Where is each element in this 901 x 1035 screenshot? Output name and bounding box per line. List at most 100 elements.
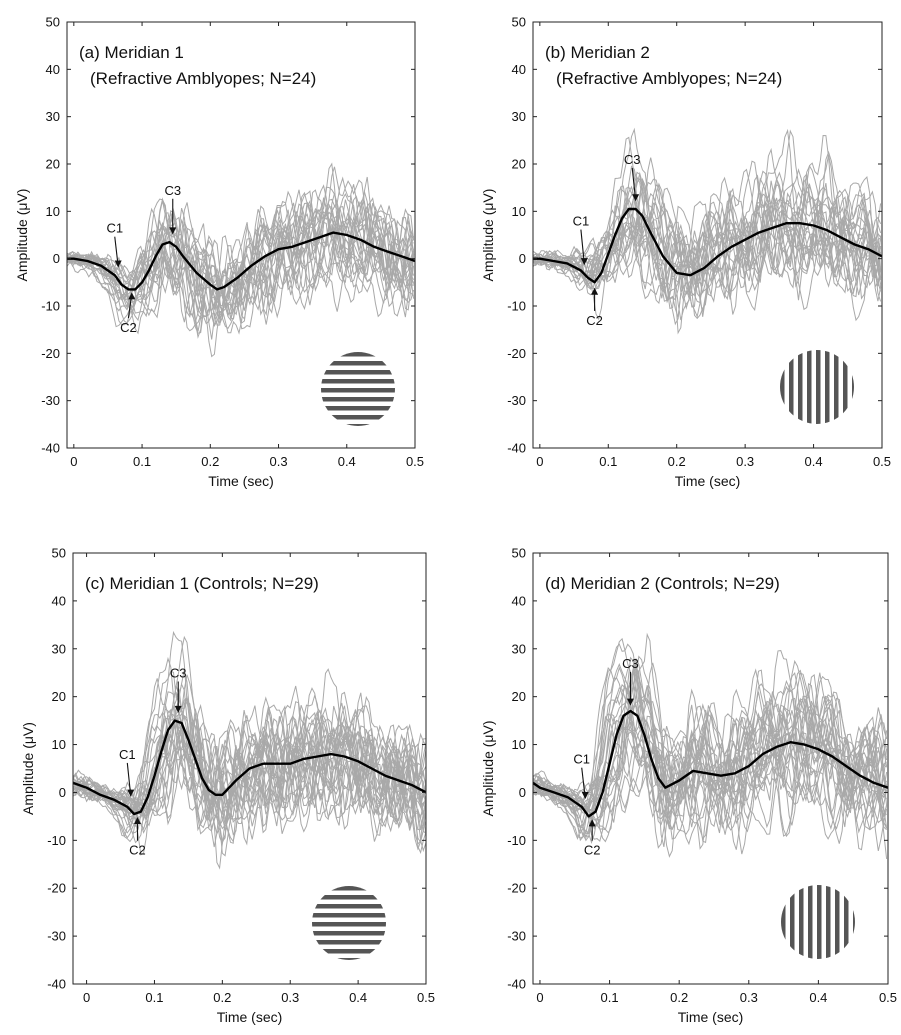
individual-traces	[67, 162, 415, 358]
y-tick-label: 10	[512, 204, 526, 219]
panel-title-line: (a) Meridian 1	[79, 43, 184, 62]
y-tick-label: 50	[512, 15, 526, 30]
chart-panel-a: 0 0.1 0.2 0.3 0.4 0.5 -40 -30 -20 -10 0 10 20 30 40 50 T…	[0, 0, 450, 515]
vertical-grating-icon	[780, 350, 854, 424]
individual-trace	[73, 670, 426, 839]
component-label-c3: C3	[624, 152, 641, 167]
y-tick-label: 50	[46, 15, 60, 30]
x-tick-label: 0.3	[740, 990, 758, 1005]
component-label-c2: C2	[120, 320, 137, 335]
chart-b: 0 0.1 0.2 0.3 0.4 0.5 -40 -30 -20 -10 0 10 20 30 40 50 T…	[480, 15, 891, 490]
y-tick-label: 20	[52, 689, 66, 704]
y-tick-label: 0	[519, 251, 526, 266]
y-tick-label: 30	[512, 641, 526, 656]
x-tick-label: 0.1	[145, 990, 163, 1005]
x-tick-label: 0.4	[338, 454, 356, 469]
chart-panel-c: 0 0.1 0.2 0.3 0.4 0.5 -40 -30 -20 -10 0 10 20 30 40 50 T…	[0, 515, 450, 1030]
y-tick-label: 20	[512, 689, 526, 704]
y-tick-label: -10	[47, 833, 66, 848]
x-axis-label: Time (sec)	[675, 473, 741, 489]
y-axis-label: Amplitude (μV)	[20, 722, 36, 815]
axes-box	[532, 21, 883, 449]
panel-title-line: (d) Meridian 2 (Controls; N=29)	[545, 574, 780, 593]
individual-trace	[533, 147, 882, 326]
y-tick-label: -30	[41, 393, 60, 408]
component-arrowhead	[169, 227, 177, 235]
x-axis-label: Time (sec)	[678, 1009, 744, 1025]
individual-trace	[533, 204, 882, 321]
x-tick-label: 0.3	[736, 454, 754, 469]
y-tick-label: 0	[53, 251, 60, 266]
x-tick-label: 0.5	[873, 454, 891, 469]
panel-title-line: (Refractive Amblyopes; N=24)	[90, 69, 316, 88]
panel-title-line: (b) Meridian 2	[545, 43, 650, 62]
y-tick-label: 40	[46, 62, 60, 77]
individual-trace	[533, 667, 888, 819]
individual-trace	[533, 672, 888, 829]
individual-trace	[533, 643, 888, 840]
component-label-c1: C1	[119, 747, 136, 762]
panel-title-line: (c) Meridian 1 (Controls; N=29)	[85, 574, 319, 593]
individual-trace	[533, 209, 882, 315]
y-tick-label: -10	[41, 299, 60, 314]
x-tick-label: 0.3	[281, 990, 299, 1005]
individual-trace	[533, 662, 887, 813]
x-tick-label: 0.5	[406, 454, 424, 469]
x-tick-label: 0.2	[201, 454, 219, 469]
component-arrowhead	[174, 705, 182, 713]
y-tick-label: 0	[59, 785, 66, 800]
x-axis-label: Time (sec)	[217, 1009, 283, 1025]
y-tick-label: 30	[46, 109, 60, 124]
x-tick-label: 0.2	[668, 454, 686, 469]
individual-trace	[73, 705, 426, 822]
x-tick-label: 0.1	[133, 454, 151, 469]
individual-trace	[533, 662, 888, 825]
individual-trace	[533, 215, 882, 302]
component-label-c1: C1	[573, 214, 590, 229]
component-label-c1: C1	[106, 221, 123, 236]
x-tick-label: 0.2	[670, 990, 688, 1005]
component-arrowhead	[626, 698, 634, 706]
component-arrowhead	[588, 819, 596, 827]
y-tick-label: -20	[47, 881, 66, 896]
y-tick-label: 50	[52, 546, 66, 561]
component-label-c1: C1	[573, 752, 590, 767]
component-label-c3: C3	[170, 666, 187, 681]
y-tick-label: -30	[507, 929, 526, 944]
individual-traces	[533, 632, 888, 859]
y-tick-label: -40	[507, 977, 526, 992]
chart-panel-d: 0 0.1 0.2 0.3 0.4 0.5 -40 -30 -20 -10 0 10 20 30 40 50 T…	[450, 515, 901, 1030]
x-tick-label: 0.4	[805, 454, 823, 469]
x-tick-label: 0	[536, 454, 543, 469]
y-axis-label: Amplitude (μV)	[14, 189, 30, 282]
individual-trace	[73, 710, 426, 843]
axes-box	[66, 21, 416, 449]
component-arrowhead	[114, 260, 122, 268]
y-tick-label: -30	[507, 393, 526, 408]
component-arrowhead	[133, 816, 141, 824]
x-tick-label: 0.5	[417, 990, 435, 1005]
component-label-c2: C2	[129, 843, 146, 858]
y-tick-label: -10	[507, 299, 526, 314]
individual-trace	[533, 127, 882, 304]
component-arrowhead	[581, 792, 589, 800]
x-tick-label: 0	[70, 454, 77, 469]
individual-trace	[533, 662, 888, 839]
component-label-c3: C3	[622, 656, 639, 671]
y-tick-label: -40	[507, 441, 526, 456]
individual-trace	[533, 168, 882, 295]
individual-trace	[73, 692, 426, 870]
y-tick-label: -10	[507, 833, 526, 848]
horizontal-grating-icon	[321, 352, 395, 426]
individual-trace	[67, 211, 415, 298]
x-axis-label: Time (sec)	[208, 473, 274, 489]
component-label-c3: C3	[164, 183, 181, 198]
panel-title-line: (Refractive Amblyopes; N=24)	[556, 69, 782, 88]
y-tick-label: 30	[52, 641, 66, 656]
horizontal-grating-icon	[312, 886, 386, 960]
component-arrowhead	[591, 287, 599, 295]
chart-panel-b: 0 0.1 0.2 0.3 0.4 0.5 -40 -30 -20 -10 0 10 20 30 40 50 T…	[450, 0, 901, 515]
y-tick-label: 40	[52, 593, 66, 608]
y-tick-label: 10	[46, 204, 60, 219]
